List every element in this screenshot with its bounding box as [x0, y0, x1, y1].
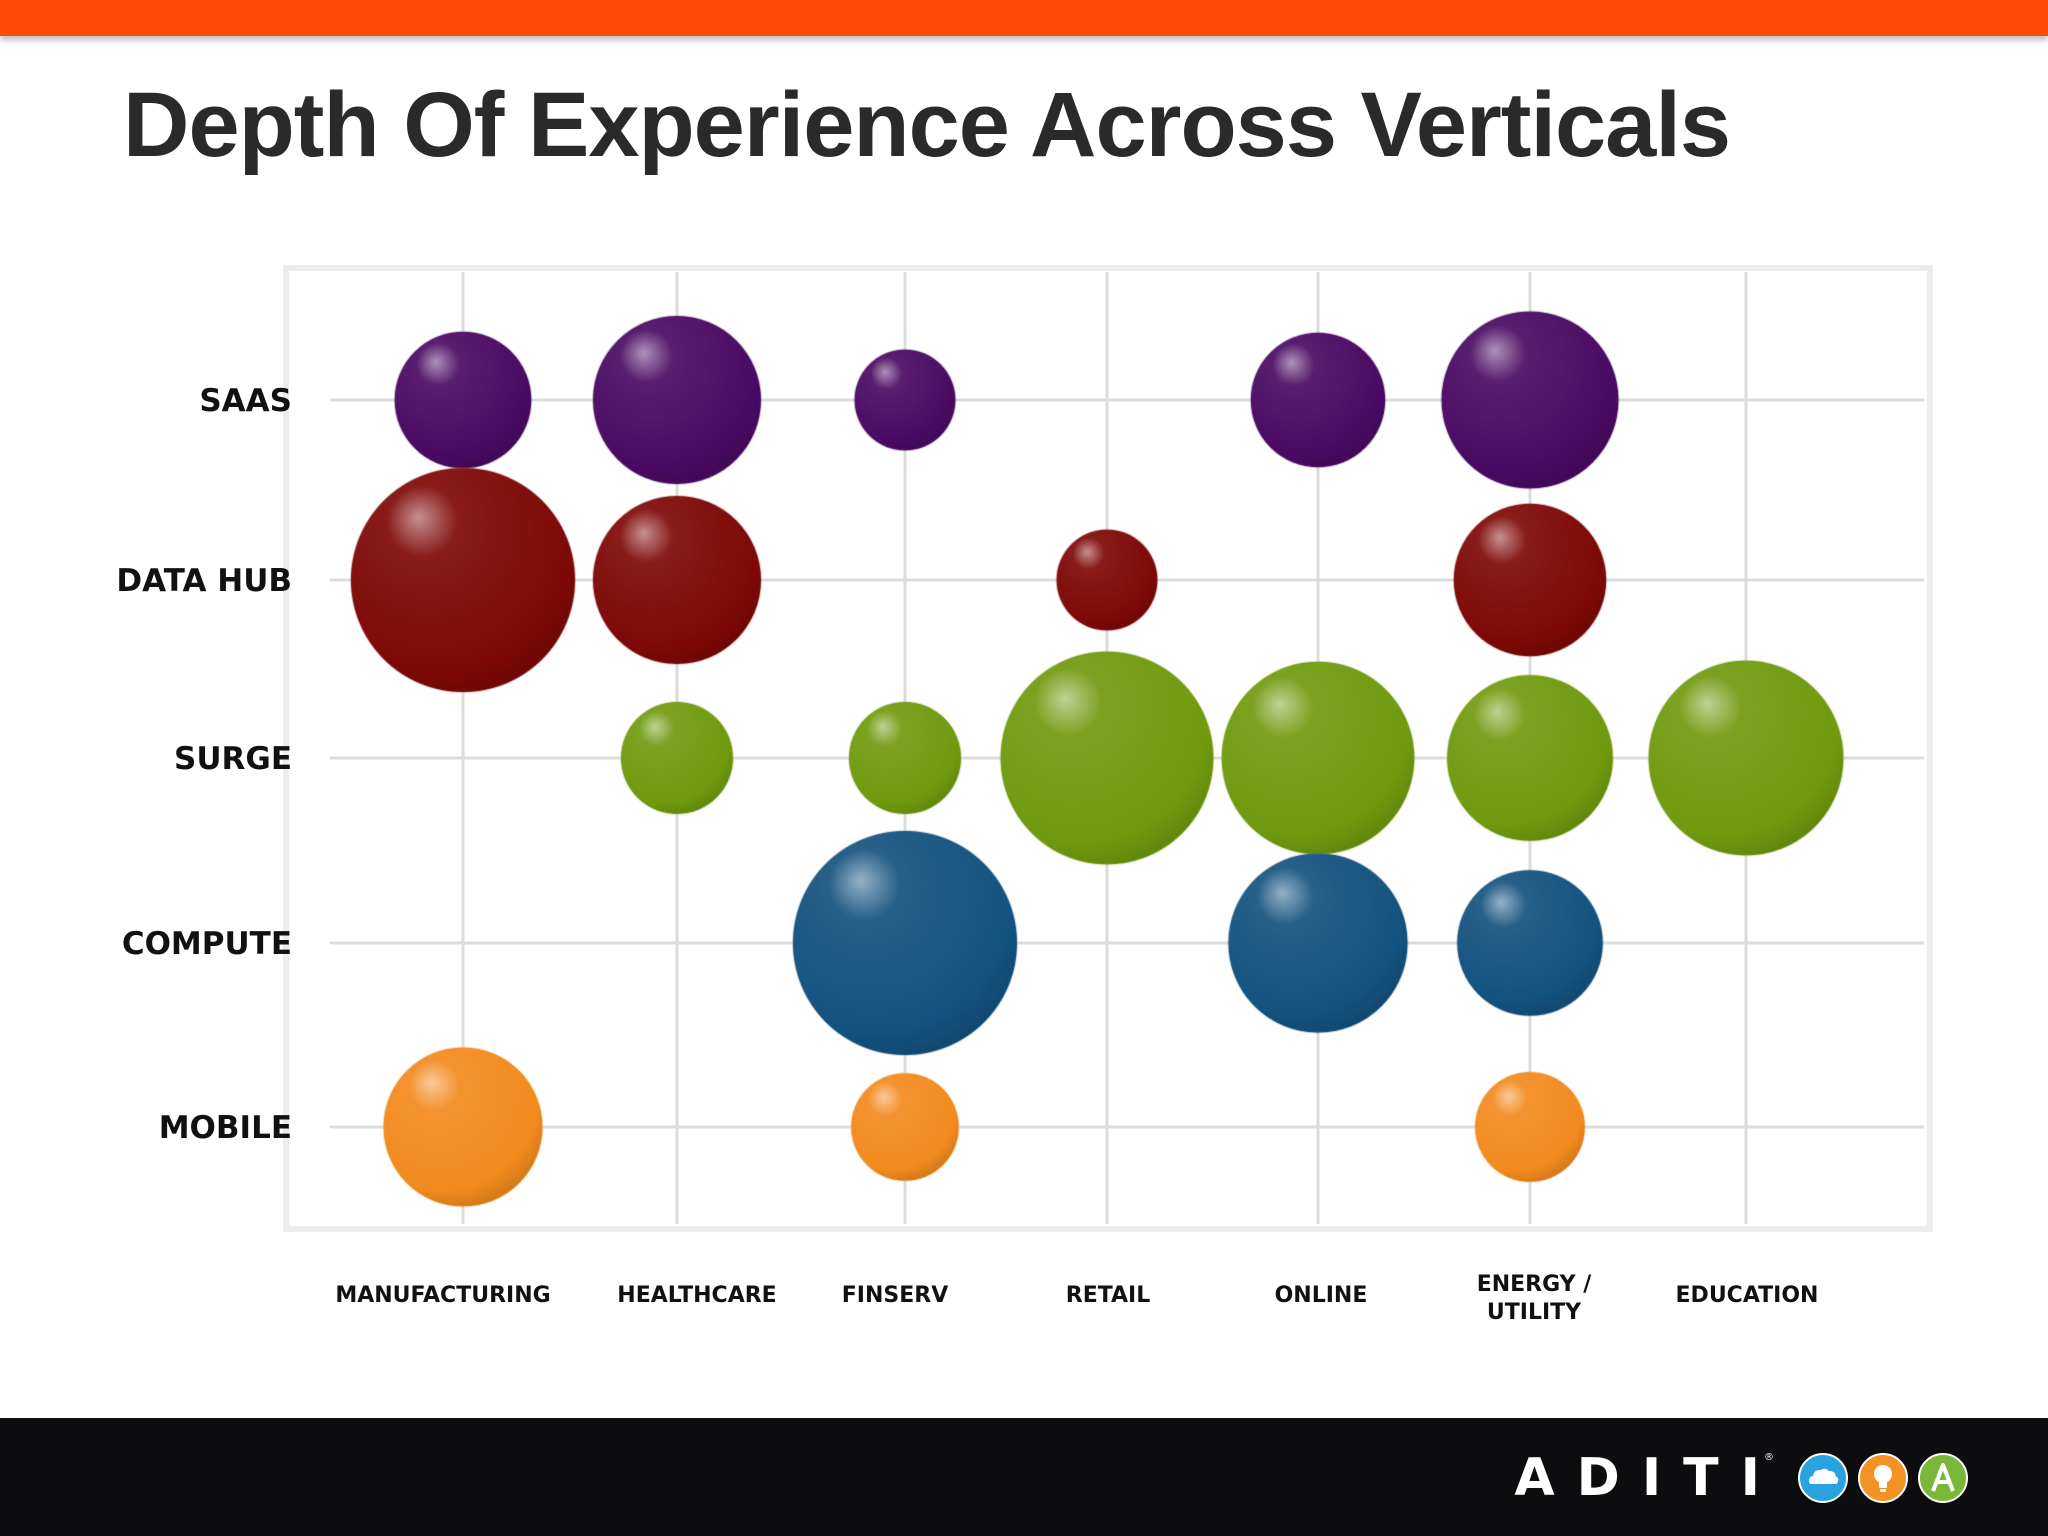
bubble-compute-energy-utility — [1456, 869, 1604, 1017]
category-label: FINSERV — [842, 1283, 948, 1308]
bubble-surge-retail — [999, 650, 1215, 866]
category-label: MANUFACTURING — [335, 1283, 550, 1308]
bubble-data-hub-manufacturing — [350, 467, 576, 693]
bubble-surge-energy-utility — [1446, 674, 1614, 842]
bubble-surge-finserv — [848, 701, 962, 815]
category-label: EDUCATION — [1676, 1283, 1819, 1308]
bubble-surge-healthcare — [620, 701, 734, 815]
bubble-saas-healthcare — [592, 315, 762, 485]
bubble-data-hub-energy-utility — [1452, 502, 1608, 658]
bubble-mobile-manufacturing — [382, 1046, 544, 1208]
bubble-compute-finserv — [792, 830, 1018, 1056]
chart-labels: SAAS DATA HUB SURGE COMPUTE MOBILE MANUFACTUR… — [116, 383, 1818, 1325]
bubble-surge-education — [1647, 659, 1845, 857]
row-label: SURGE — [174, 741, 292, 777]
footer-bar: ADITI ® — [0, 1418, 2048, 1536]
row-label: SAAS — [199, 383, 292, 419]
lightbulb-icon — [1858, 1453, 1908, 1503]
cloud-icon — [1798, 1453, 1848, 1503]
bubble-chart: SAAS DATA HUB SURGE COMPUTE MOBILE MANUFACTUR… — [116, 265, 1933, 1325]
bubble-saas-manufacturing — [393, 330, 533, 470]
category-label: ENERGY / UTILITY — [1477, 1272, 1593, 1325]
category-label: HEALTHCARE — [617, 1283, 776, 1308]
row-label: DATA HUB — [116, 563, 292, 599]
category-label: RETAIL — [1066, 1283, 1151, 1308]
row-label: COMPUTE — [122, 926, 292, 962]
bubble-saas-finserv — [853, 348, 957, 452]
letter-a-icon — [1918, 1453, 1968, 1503]
chart-plot-frame — [283, 265, 1933, 1232]
bubble-data-hub-retail — [1055, 528, 1159, 632]
row-label: MOBILE — [159, 1110, 292, 1146]
aditi-logo: ADITI ® — [1514, 1450, 1968, 1506]
chart-bubbles — [350, 310, 1845, 1208]
slide-title: Depth Of Experience Across Verticals — [123, 74, 1731, 176]
bubble-mobile-energy-utility — [1474, 1071, 1586, 1183]
bubble-data-hub-healthcare — [592, 495, 762, 665]
bubble-surge-online — [1220, 660, 1416, 856]
logo-wordmark: ADITI — [1514, 1448, 1782, 1508]
bubble-mobile-finserv — [850, 1072, 960, 1182]
bubble-compute-online — [1227, 852, 1409, 1034]
category-label: ONLINE — [1275, 1283, 1368, 1308]
bubble-saas-energy-utility — [1440, 310, 1620, 490]
bubble-saas-online — [1249, 331, 1387, 469]
top-accent-bar — [0, 0, 2048, 36]
logo-registered-mark: ® — [1764, 1452, 1774, 1463]
